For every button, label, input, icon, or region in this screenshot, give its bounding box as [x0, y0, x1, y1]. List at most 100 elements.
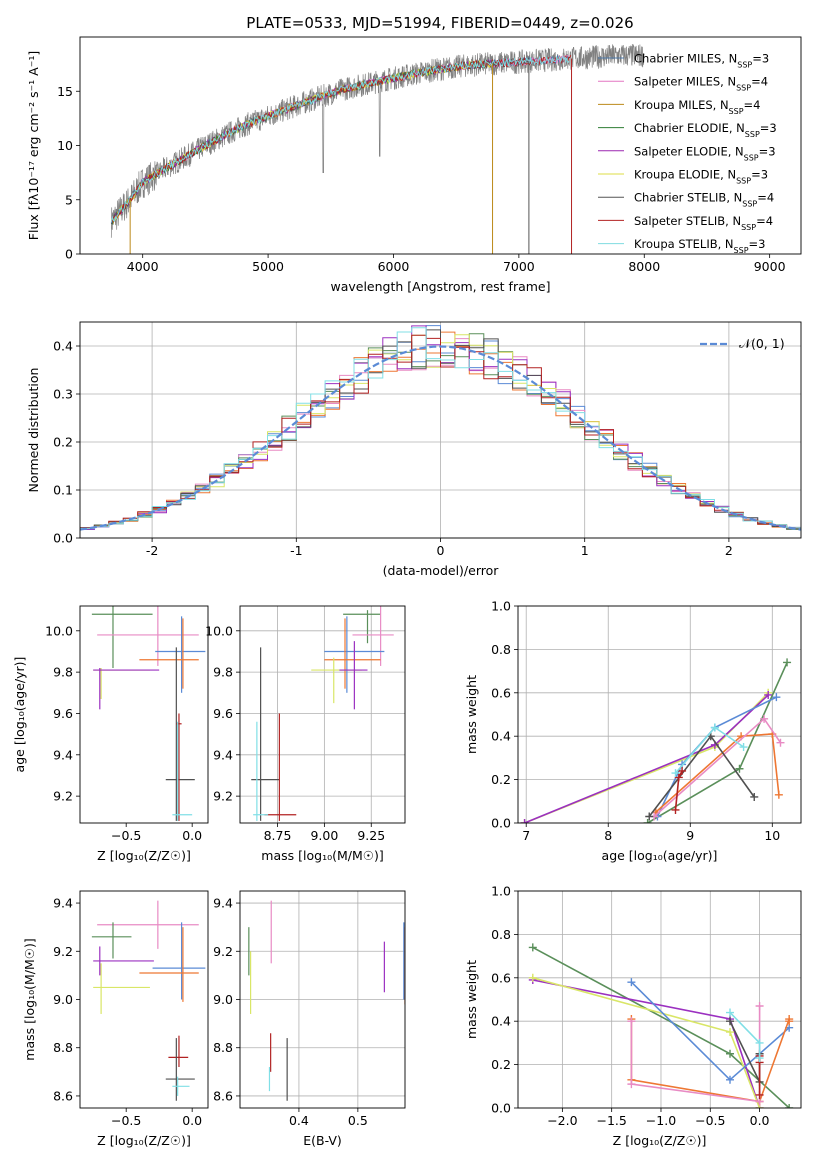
errorbar-group-mass-age [251, 606, 394, 821]
y-tick-label: 0.2 [53, 435, 73, 450]
weight-marker [785, 1017, 794, 1026]
weight-group-age-weight [520, 658, 792, 823]
weight-marker [755, 1054, 764, 1063]
y-tick-label: 1.0 [491, 884, 511, 899]
frame-ebv-mass [239, 890, 406, 1109]
axes-spectrum [76, 90, 771, 258]
x-axis-label: E(B-V) [303, 1133, 342, 1148]
x-tick-label: −0.5 [111, 1113, 141, 1128]
y-tick-label: 0.8 [491, 927, 511, 942]
x-tick-label: 0.0 [182, 1113, 202, 1128]
x-axis-label: mass [log₁₀(M/M☉)] [261, 848, 383, 863]
errorbar-group-Z-age [91, 606, 206, 821]
y-tick-label: 8.8 [213, 1040, 233, 1055]
errorbar-group-Z-mass [91, 900, 206, 1101]
x-tick-label: −1.5 [596, 1113, 626, 1128]
weight-marker [739, 743, 748, 752]
y-tick-label: 9.8 [213, 665, 233, 680]
x-tick-label: 9000 [754, 259, 786, 274]
x-tick-label: −0.5 [111, 828, 141, 843]
y-tick-label: 0.2 [491, 772, 511, 787]
legend-label: Salpeter ELODIE, NSSP=3 [634, 144, 776, 162]
y-tick-label: 15 [57, 84, 73, 99]
y-tick-label: 0.0 [491, 1101, 511, 1116]
weight-group-Z-weight [528, 943, 794, 1108]
x-tick-label: -2 [146, 543, 158, 558]
x-tick-label: 0.0 [750, 1113, 770, 1128]
frame-mass-age [239, 605, 406, 824]
weight-marker [735, 764, 744, 773]
weight-marker [726, 1017, 735, 1026]
weight-marker [627, 1080, 636, 1089]
y-tick-label: 9.8 [53, 665, 73, 680]
y-tick-label: 9.2 [53, 789, 73, 804]
x-tick-label: 6000 [378, 259, 410, 274]
x-tick-label: 5000 [252, 259, 284, 274]
y-tick-label: 10.0 [205, 623, 233, 638]
x-tick-label: 7 [522, 828, 530, 843]
y-tick-label: 0.6 [491, 970, 511, 985]
y-tick-label: 0.6 [491, 685, 511, 700]
errorbar-group-ebv-mass [248, 900, 405, 1101]
weight-marker [774, 790, 783, 799]
x-tick-label: 7000 [503, 259, 535, 274]
weight-marker [674, 773, 683, 782]
y-tick-label: 8.8 [53, 1040, 73, 1055]
y-tick-label: 0.4 [53, 339, 73, 354]
x-tick-label: 0 [437, 543, 445, 558]
weight-marker [520, 819, 529, 823]
y-axis-label: age [log₁₀(age/yr)] [12, 657, 27, 773]
x-tick-label: 8.75 [264, 828, 292, 843]
x-tick-label: −2.0 [547, 1113, 577, 1128]
y-tick-label: 8.6 [53, 1088, 73, 1103]
weight-marker [671, 769, 680, 778]
frame-Z-mass [79, 890, 209, 1109]
y-tick-label: 9.4 [53, 896, 73, 911]
y-axis-label: mass weight [464, 960, 479, 1039]
histogram-frame [79, 321, 802, 539]
x-tick-label: 0.4 [289, 1113, 309, 1128]
weight-marker [755, 1090, 764, 1099]
axes-mass-age [236, 606, 405, 827]
x-tick-label: -1 [290, 543, 302, 558]
y-tick-label: 0.0 [53, 531, 73, 546]
gaussian-curve [80, 345, 801, 531]
weight-marker [726, 1075, 735, 1084]
weight-marker [750, 792, 759, 801]
x-tick-label: 9.25 [357, 828, 385, 843]
y-tick-label: 5 [65, 192, 73, 207]
weight-marker [764, 690, 773, 699]
x-tick-label: 8 [604, 828, 612, 843]
legend-gauss-label: 𝒩(0, 1) [739, 336, 785, 351]
x-tick-label: 8000 [628, 259, 660, 274]
legend-label: Kroupa STELIB, NSSP=3 [634, 237, 765, 255]
y-tick-label: 9.4 [213, 896, 233, 911]
weight-marker [783, 658, 792, 667]
weight-marker [755, 1002, 764, 1011]
x-tick-label: 2 [725, 543, 733, 558]
legend-label: Kroupa ELODIE, NSSP=3 [634, 168, 768, 186]
y-axis-label: mass [log₁₀(M/M☉)] [22, 938, 37, 1060]
y-tick-label: 9.6 [213, 706, 233, 721]
x-tick-label: 10 [764, 828, 780, 843]
weight-marker [528, 943, 537, 952]
y-tick-label: 10.0 [45, 623, 73, 638]
axes-ebv-mass [236, 891, 405, 1112]
weight-marker [627, 978, 636, 987]
weight-marker [643, 819, 652, 823]
y-tick-label: 0.4 [491, 1014, 511, 1029]
frame-Z-weight [517, 890, 802, 1109]
weight-marker [726, 1028, 735, 1037]
histogram-series [80, 325, 801, 532]
x-tick-label: −1.0 [646, 1113, 676, 1128]
weight-marker [785, 1104, 794, 1108]
weight-marker [772, 693, 781, 702]
legend-label: Chabrier ELODIE, NSSP=3 [634, 121, 777, 139]
x-tick-label: 9 [686, 828, 694, 843]
y-tick-label: 0.0 [491, 816, 511, 831]
x-tick-label: 9.00 [310, 828, 338, 843]
y-axis-label: Normed distribution [26, 368, 41, 493]
spectrum-frame [79, 36, 802, 255]
figure-title: PLATE=0533, MJD=51994, FIBERID=0449, z=0… [246, 14, 633, 32]
